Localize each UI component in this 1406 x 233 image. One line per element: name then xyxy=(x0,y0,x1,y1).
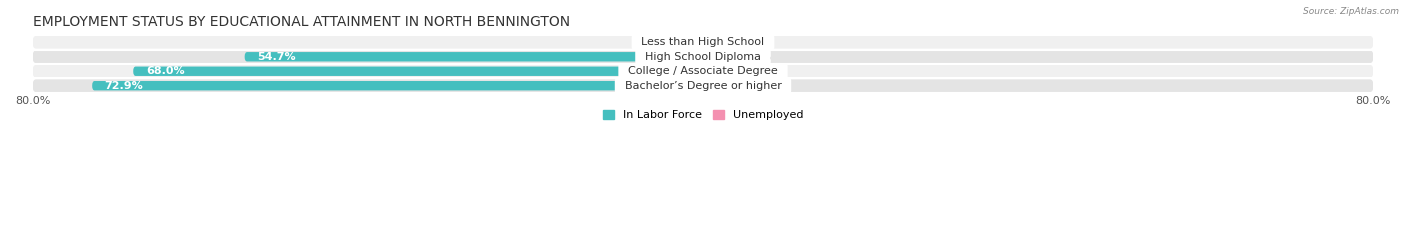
FancyBboxPatch shape xyxy=(134,67,703,76)
FancyBboxPatch shape xyxy=(32,36,1374,49)
Text: 2.1%: 2.1% xyxy=(727,81,755,91)
Text: College / Associate Degree: College / Associate Degree xyxy=(621,66,785,76)
Text: Bachelor’s Degree or higher: Bachelor’s Degree or higher xyxy=(617,81,789,91)
Text: 0.0%: 0.0% xyxy=(744,37,772,47)
FancyBboxPatch shape xyxy=(703,67,737,76)
FancyBboxPatch shape xyxy=(703,52,737,62)
FancyBboxPatch shape xyxy=(32,65,1374,78)
FancyBboxPatch shape xyxy=(669,38,703,47)
Text: Source: ZipAtlas.com: Source: ZipAtlas.com xyxy=(1303,7,1399,16)
Text: High School Diploma: High School Diploma xyxy=(638,52,768,62)
FancyBboxPatch shape xyxy=(32,50,1374,63)
Text: 0.0%: 0.0% xyxy=(744,66,772,76)
Text: Less than High School: Less than High School xyxy=(634,37,772,47)
Text: 68.0%: 68.0% xyxy=(146,66,184,76)
FancyBboxPatch shape xyxy=(703,81,721,90)
Text: EMPLOYMENT STATUS BY EDUCATIONAL ATTAINMENT IN NORTH BENNINGTON: EMPLOYMENT STATUS BY EDUCATIONAL ATTAINM… xyxy=(32,15,569,29)
Text: 72.9%: 72.9% xyxy=(104,81,143,91)
FancyBboxPatch shape xyxy=(32,79,1374,92)
Legend: In Labor Force, Unemployed: In Labor Force, Unemployed xyxy=(598,106,808,125)
FancyBboxPatch shape xyxy=(245,52,703,62)
Text: 0.0%: 0.0% xyxy=(634,37,662,47)
FancyBboxPatch shape xyxy=(93,81,703,90)
Text: 54.7%: 54.7% xyxy=(257,52,295,62)
FancyBboxPatch shape xyxy=(703,38,737,47)
Text: 0.0%: 0.0% xyxy=(744,52,772,62)
